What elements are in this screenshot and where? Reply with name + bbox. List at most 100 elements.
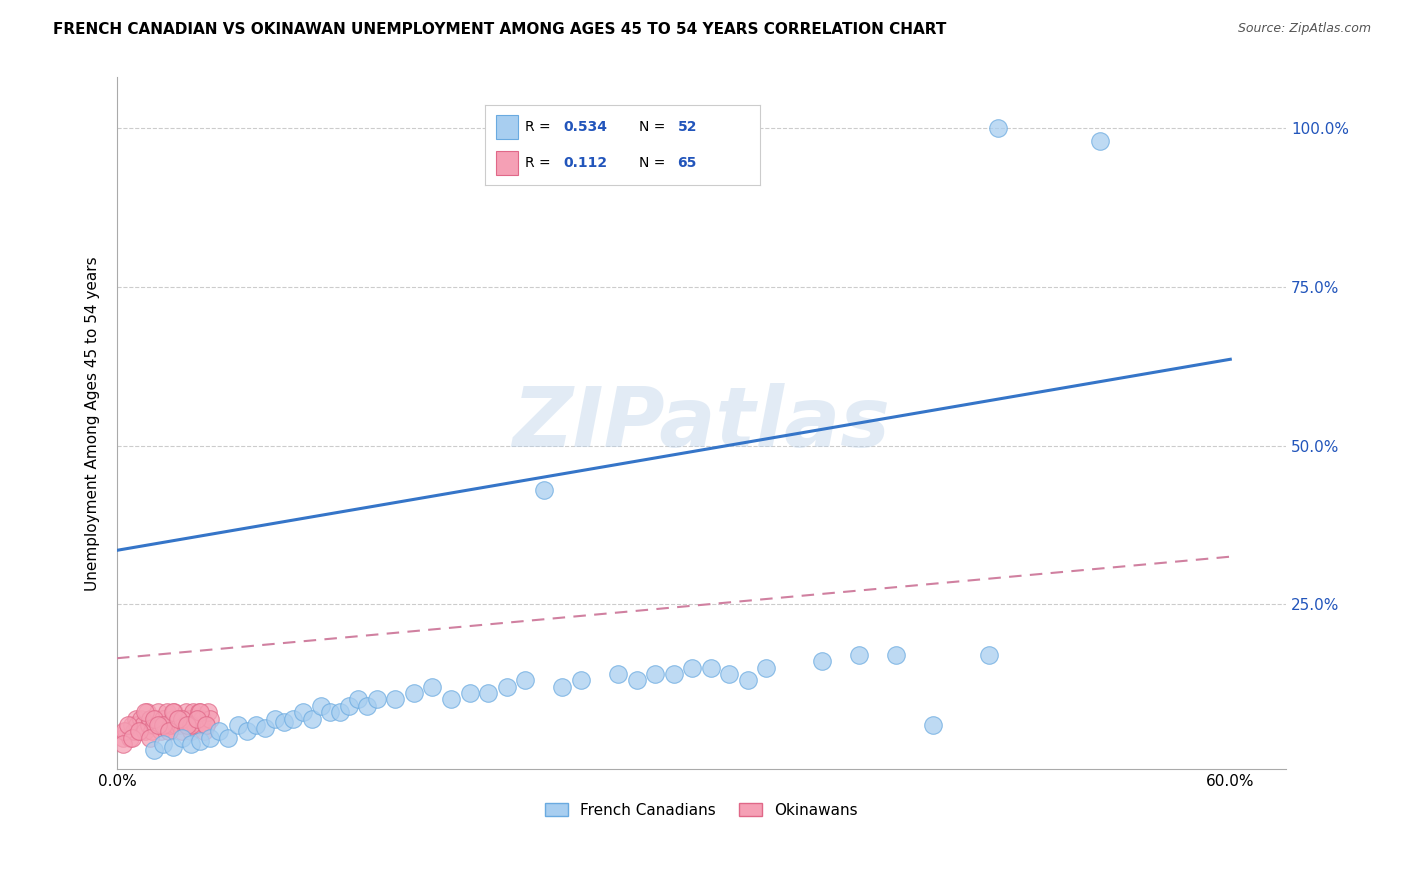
Point <box>977 648 1000 662</box>
Point <box>922 718 945 732</box>
Point <box>179 712 201 726</box>
Point <box>170 724 193 739</box>
Point <box>186 712 208 726</box>
Point <box>337 698 360 713</box>
Point <box>149 718 172 732</box>
Point <box>162 740 184 755</box>
Point <box>626 673 648 688</box>
Point <box>124 712 146 726</box>
Point <box>681 661 703 675</box>
Point <box>145 712 167 726</box>
Point <box>176 718 198 732</box>
Point <box>533 483 555 497</box>
Point <box>146 705 169 719</box>
Point <box>195 718 218 732</box>
Point <box>143 712 166 726</box>
Point <box>848 648 870 662</box>
Point <box>135 705 157 719</box>
Point <box>217 731 239 745</box>
Point <box>115 724 138 739</box>
Point <box>139 712 162 726</box>
Point <box>121 718 143 732</box>
Point <box>152 712 174 726</box>
Point <box>191 712 214 726</box>
Point <box>644 667 666 681</box>
Point <box>150 724 173 739</box>
Legend: French Canadians, Okinawans: French Canadians, Okinawans <box>538 797 863 824</box>
Point <box>662 667 685 681</box>
Point <box>440 692 463 706</box>
Point <box>132 718 155 732</box>
Point <box>263 712 285 726</box>
Point <box>180 724 202 739</box>
Point <box>477 686 499 700</box>
Point <box>190 733 212 747</box>
Point <box>174 705 197 719</box>
Point <box>143 718 166 732</box>
Point <box>134 705 156 719</box>
Text: FRENCH CANADIAN VS OKINAWAN UNEMPLOYMENT AMONG AGES 45 TO 54 YEARS CORRELATION C: FRENCH CANADIAN VS OKINAWAN UNEMPLOYMENT… <box>53 22 946 37</box>
Point <box>127 718 149 732</box>
Point <box>122 724 145 739</box>
Point <box>884 648 907 662</box>
Point <box>347 692 370 706</box>
Text: Source: ZipAtlas.com: Source: ZipAtlas.com <box>1237 22 1371 36</box>
Point <box>193 724 215 739</box>
Point <box>111 731 134 745</box>
Point <box>112 724 135 739</box>
Point <box>551 680 574 694</box>
Point <box>301 712 323 726</box>
Point <box>515 673 537 688</box>
Point <box>384 692 406 706</box>
Point <box>195 718 218 732</box>
Point <box>737 673 759 688</box>
Point <box>134 724 156 739</box>
Point <box>198 731 221 745</box>
Point <box>163 705 186 719</box>
Point <box>458 686 481 700</box>
Point <box>607 667 630 681</box>
Point <box>146 718 169 732</box>
Point <box>117 718 139 732</box>
Point <box>184 718 207 732</box>
Point <box>755 661 778 675</box>
Point <box>291 705 314 719</box>
Point <box>167 712 190 726</box>
Point <box>139 731 162 745</box>
Point <box>156 705 179 719</box>
Point <box>170 731 193 745</box>
Point <box>356 698 378 713</box>
Point <box>157 724 180 739</box>
Point <box>170 712 193 726</box>
Point <box>319 705 342 719</box>
Point <box>402 686 425 700</box>
Point <box>197 705 219 719</box>
Point <box>138 718 160 732</box>
Point <box>180 737 202 751</box>
Point <box>186 712 208 726</box>
Point <box>208 724 231 739</box>
Point <box>167 712 190 726</box>
Point <box>111 737 134 751</box>
Point <box>152 737 174 751</box>
Point <box>169 718 191 732</box>
Point <box>254 721 277 735</box>
Point <box>162 705 184 719</box>
Point <box>273 714 295 729</box>
Point <box>173 712 195 726</box>
Point <box>1090 134 1112 148</box>
Point <box>118 731 141 745</box>
Point <box>569 673 592 688</box>
Point <box>987 121 1010 136</box>
Point <box>283 712 305 726</box>
Point <box>366 692 388 706</box>
Point <box>226 718 249 732</box>
Point <box>718 667 741 681</box>
Point <box>141 724 163 739</box>
Point <box>165 718 187 732</box>
Point <box>245 718 267 732</box>
Point <box>811 654 834 668</box>
Point <box>152 718 174 732</box>
Point <box>157 724 180 739</box>
Point <box>143 743 166 757</box>
